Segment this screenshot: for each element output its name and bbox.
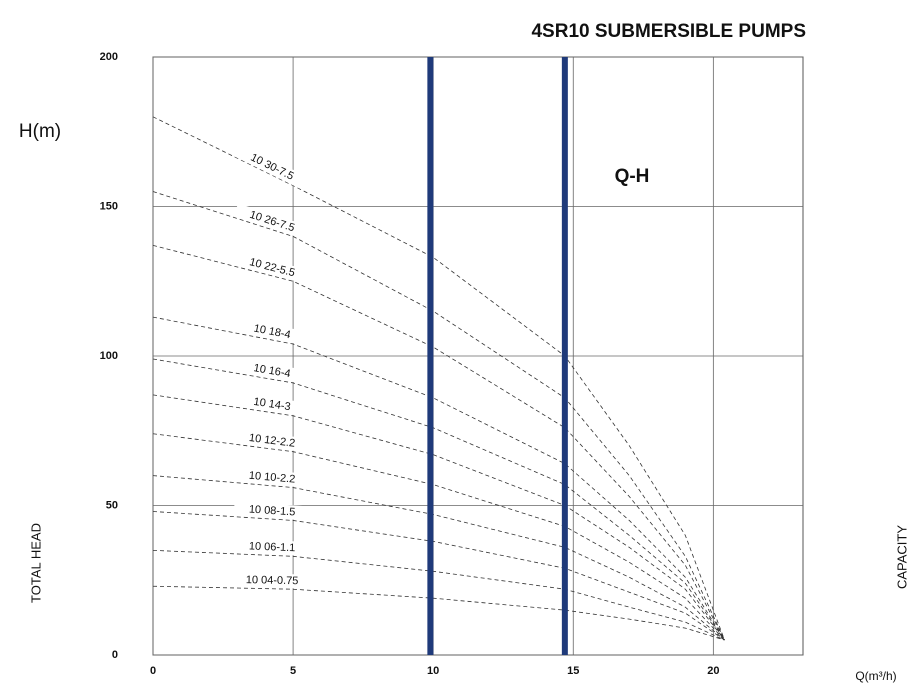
pump-curve [152, 433, 725, 641]
pump-curve [152, 358, 725, 641]
pump-curve [152, 116, 725, 641]
label-bg [233, 538, 311, 557]
label-bg [233, 572, 311, 589]
y-unit-label: H(m) [19, 121, 61, 142]
label-bg [233, 317, 311, 347]
curve-name: 10 08-1.5 [249, 504, 296, 519]
y-tick-label: 100 [100, 350, 118, 362]
pump-curve [152, 475, 725, 641]
chart-title: 4SR10 SUBMERSIBLE PUMPS [531, 21, 806, 42]
y-tick-label: 50 [106, 499, 118, 511]
x-tick-label: 20 [707, 665, 719, 677]
y-tick-label: 0 [112, 649, 118, 661]
x-tick-label: 5 [290, 665, 296, 677]
label-bg [234, 144, 310, 191]
y-tick-label: 150 [100, 200, 118, 212]
label-bg [233, 251, 311, 285]
pump-curve [152, 549, 725, 641]
x-tick-label: 15 [567, 665, 579, 677]
curve-name: 10 12-2.2 [248, 432, 296, 450]
label-bg [233, 501, 311, 521]
curve-name: 10 06-1.1 [249, 540, 296, 554]
qh-bg [598, 160, 666, 192]
pump-curve [152, 585, 725, 641]
label-bg [233, 392, 311, 418]
x-axis-label: Q(m³/h) [855, 669, 896, 683]
label-bg [233, 467, 311, 488]
curve-label: Q-H [615, 166, 650, 187]
curve-name: 10 14-3 [253, 396, 292, 413]
x-tick-label: 0 [150, 665, 156, 677]
right-label: CAPACITY [894, 525, 909, 589]
label-bg [233, 358, 311, 385]
curve-name: 10 26-7.5 [248, 209, 296, 235]
x-tick-label: 10 [427, 665, 439, 677]
curve-name: 10 10-2.2 [248, 470, 295, 486]
label-bg [233, 203, 311, 240]
pump-curve [152, 316, 725, 641]
y-axis-label: TOTAL HEAD [28, 523, 43, 603]
label-bg [233, 429, 311, 453]
y-tick-label: 200 [100, 51, 118, 63]
curve-name: 10 04-0.75 [246, 574, 299, 587]
